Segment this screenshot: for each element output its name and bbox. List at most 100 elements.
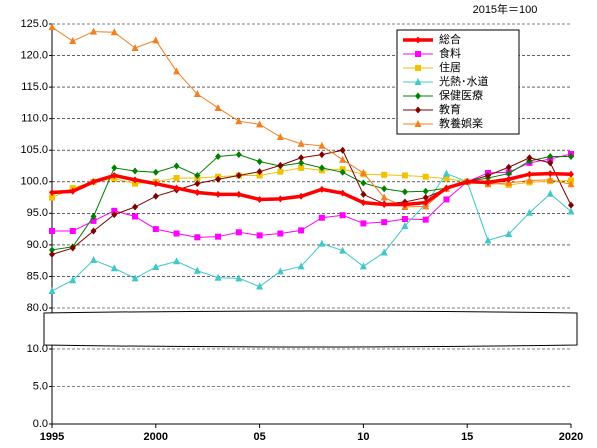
legend-marker [414, 120, 422, 127]
data-point [69, 187, 76, 195]
data-point [443, 196, 450, 203]
y-tick-label: 10.0 [27, 343, 48, 355]
data-point [256, 195, 263, 203]
data-point [235, 171, 242, 179]
legend-label: 教育 [439, 102, 461, 116]
data-point [194, 234, 201, 241]
data-point [132, 167, 139, 175]
data-point [484, 178, 491, 186]
series-line [51, 171, 572, 207]
data-point [360, 179, 367, 187]
data-point [152, 168, 159, 176]
data-point [49, 189, 55, 197]
data-point [256, 282, 264, 290]
data-point [111, 164, 118, 172]
data-point [298, 159, 305, 167]
data-point [111, 211, 118, 219]
data-point [152, 262, 160, 270]
data-point [69, 244, 76, 252]
data-point [69, 37, 77, 45]
legend-label: 食料 [439, 46, 461, 60]
y-tick-label: 5.0 [33, 380, 48, 392]
data-point [131, 43, 139, 51]
data-point [235, 117, 243, 125]
data-point [547, 153, 554, 161]
data-point [381, 219, 388, 226]
data-point [505, 230, 513, 238]
legend-label: 保健医療 [439, 88, 483, 102]
data-point [339, 246, 347, 254]
data-point [90, 27, 98, 35]
legend-marker [415, 36, 421, 44]
data-point [152, 36, 160, 44]
x-tick-label: 2000 [144, 431, 168, 443]
data-point [547, 159, 554, 167]
data-point [90, 256, 98, 264]
y-tick-label: 110.0 [21, 113, 48, 125]
legend-label: 住居 [439, 60, 461, 74]
data-point [360, 199, 367, 207]
x-tick-label: 15 [461, 431, 473, 443]
data-point [298, 227, 305, 234]
data-point [173, 230, 180, 237]
data-point [132, 213, 139, 220]
data-point [547, 170, 554, 178]
data-point [484, 171, 491, 179]
data-point [215, 153, 222, 161]
data-point [339, 168, 346, 176]
data-point [318, 164, 325, 172]
data-point [173, 184, 180, 192]
data-point [111, 171, 118, 179]
data-point [276, 267, 284, 275]
data-point [110, 28, 118, 36]
axis-break [43, 310, 578, 348]
data-point [339, 155, 347, 163]
data-point [277, 168, 284, 175]
data-point [152, 180, 159, 188]
y-tick-label: 105.0 [20, 144, 48, 156]
data-point [298, 192, 305, 200]
data-point [526, 154, 533, 162]
annotation: 2015年＝100 [473, 2, 538, 16]
data-point [422, 199, 429, 207]
series-line [52, 153, 572, 238]
data-point [49, 194, 55, 201]
x-tick-label: 2020 [559, 431, 583, 443]
data-point [401, 172, 408, 179]
data-point [215, 233, 222, 240]
data-point [131, 274, 139, 282]
data-point [193, 266, 201, 274]
data-point [443, 184, 450, 192]
data-point [401, 221, 409, 229]
data-point [546, 189, 554, 197]
data-point [49, 250, 55, 258]
data-point [401, 200, 408, 208]
data-point [132, 176, 139, 184]
data-point [49, 228, 55, 235]
data-point [194, 180, 201, 188]
y-tick-label: 115.0 [21, 81, 48, 93]
legend-marker [415, 51, 421, 57]
y-tick-label: 90.0 [27, 239, 48, 251]
data-point [318, 185, 325, 193]
data-point [256, 120, 264, 128]
data-point [235, 229, 242, 236]
data-point [194, 171, 201, 179]
x-tick-label: 05 [253, 431, 265, 443]
data-point [318, 239, 326, 247]
data-point [69, 276, 77, 284]
data-point [568, 201, 574, 209]
data-point [235, 151, 242, 159]
data-point [339, 146, 346, 154]
data-point [526, 170, 533, 178]
y-tick-label: 120.0 [20, 49, 48, 61]
y-tick-label: 95.0 [27, 207, 48, 219]
data-point [235, 274, 243, 282]
data-point [381, 200, 388, 208]
data-point [90, 227, 97, 235]
data-point [360, 220, 367, 227]
series-line [51, 154, 571, 251]
data-point [152, 192, 159, 200]
data-point [546, 175, 554, 183]
